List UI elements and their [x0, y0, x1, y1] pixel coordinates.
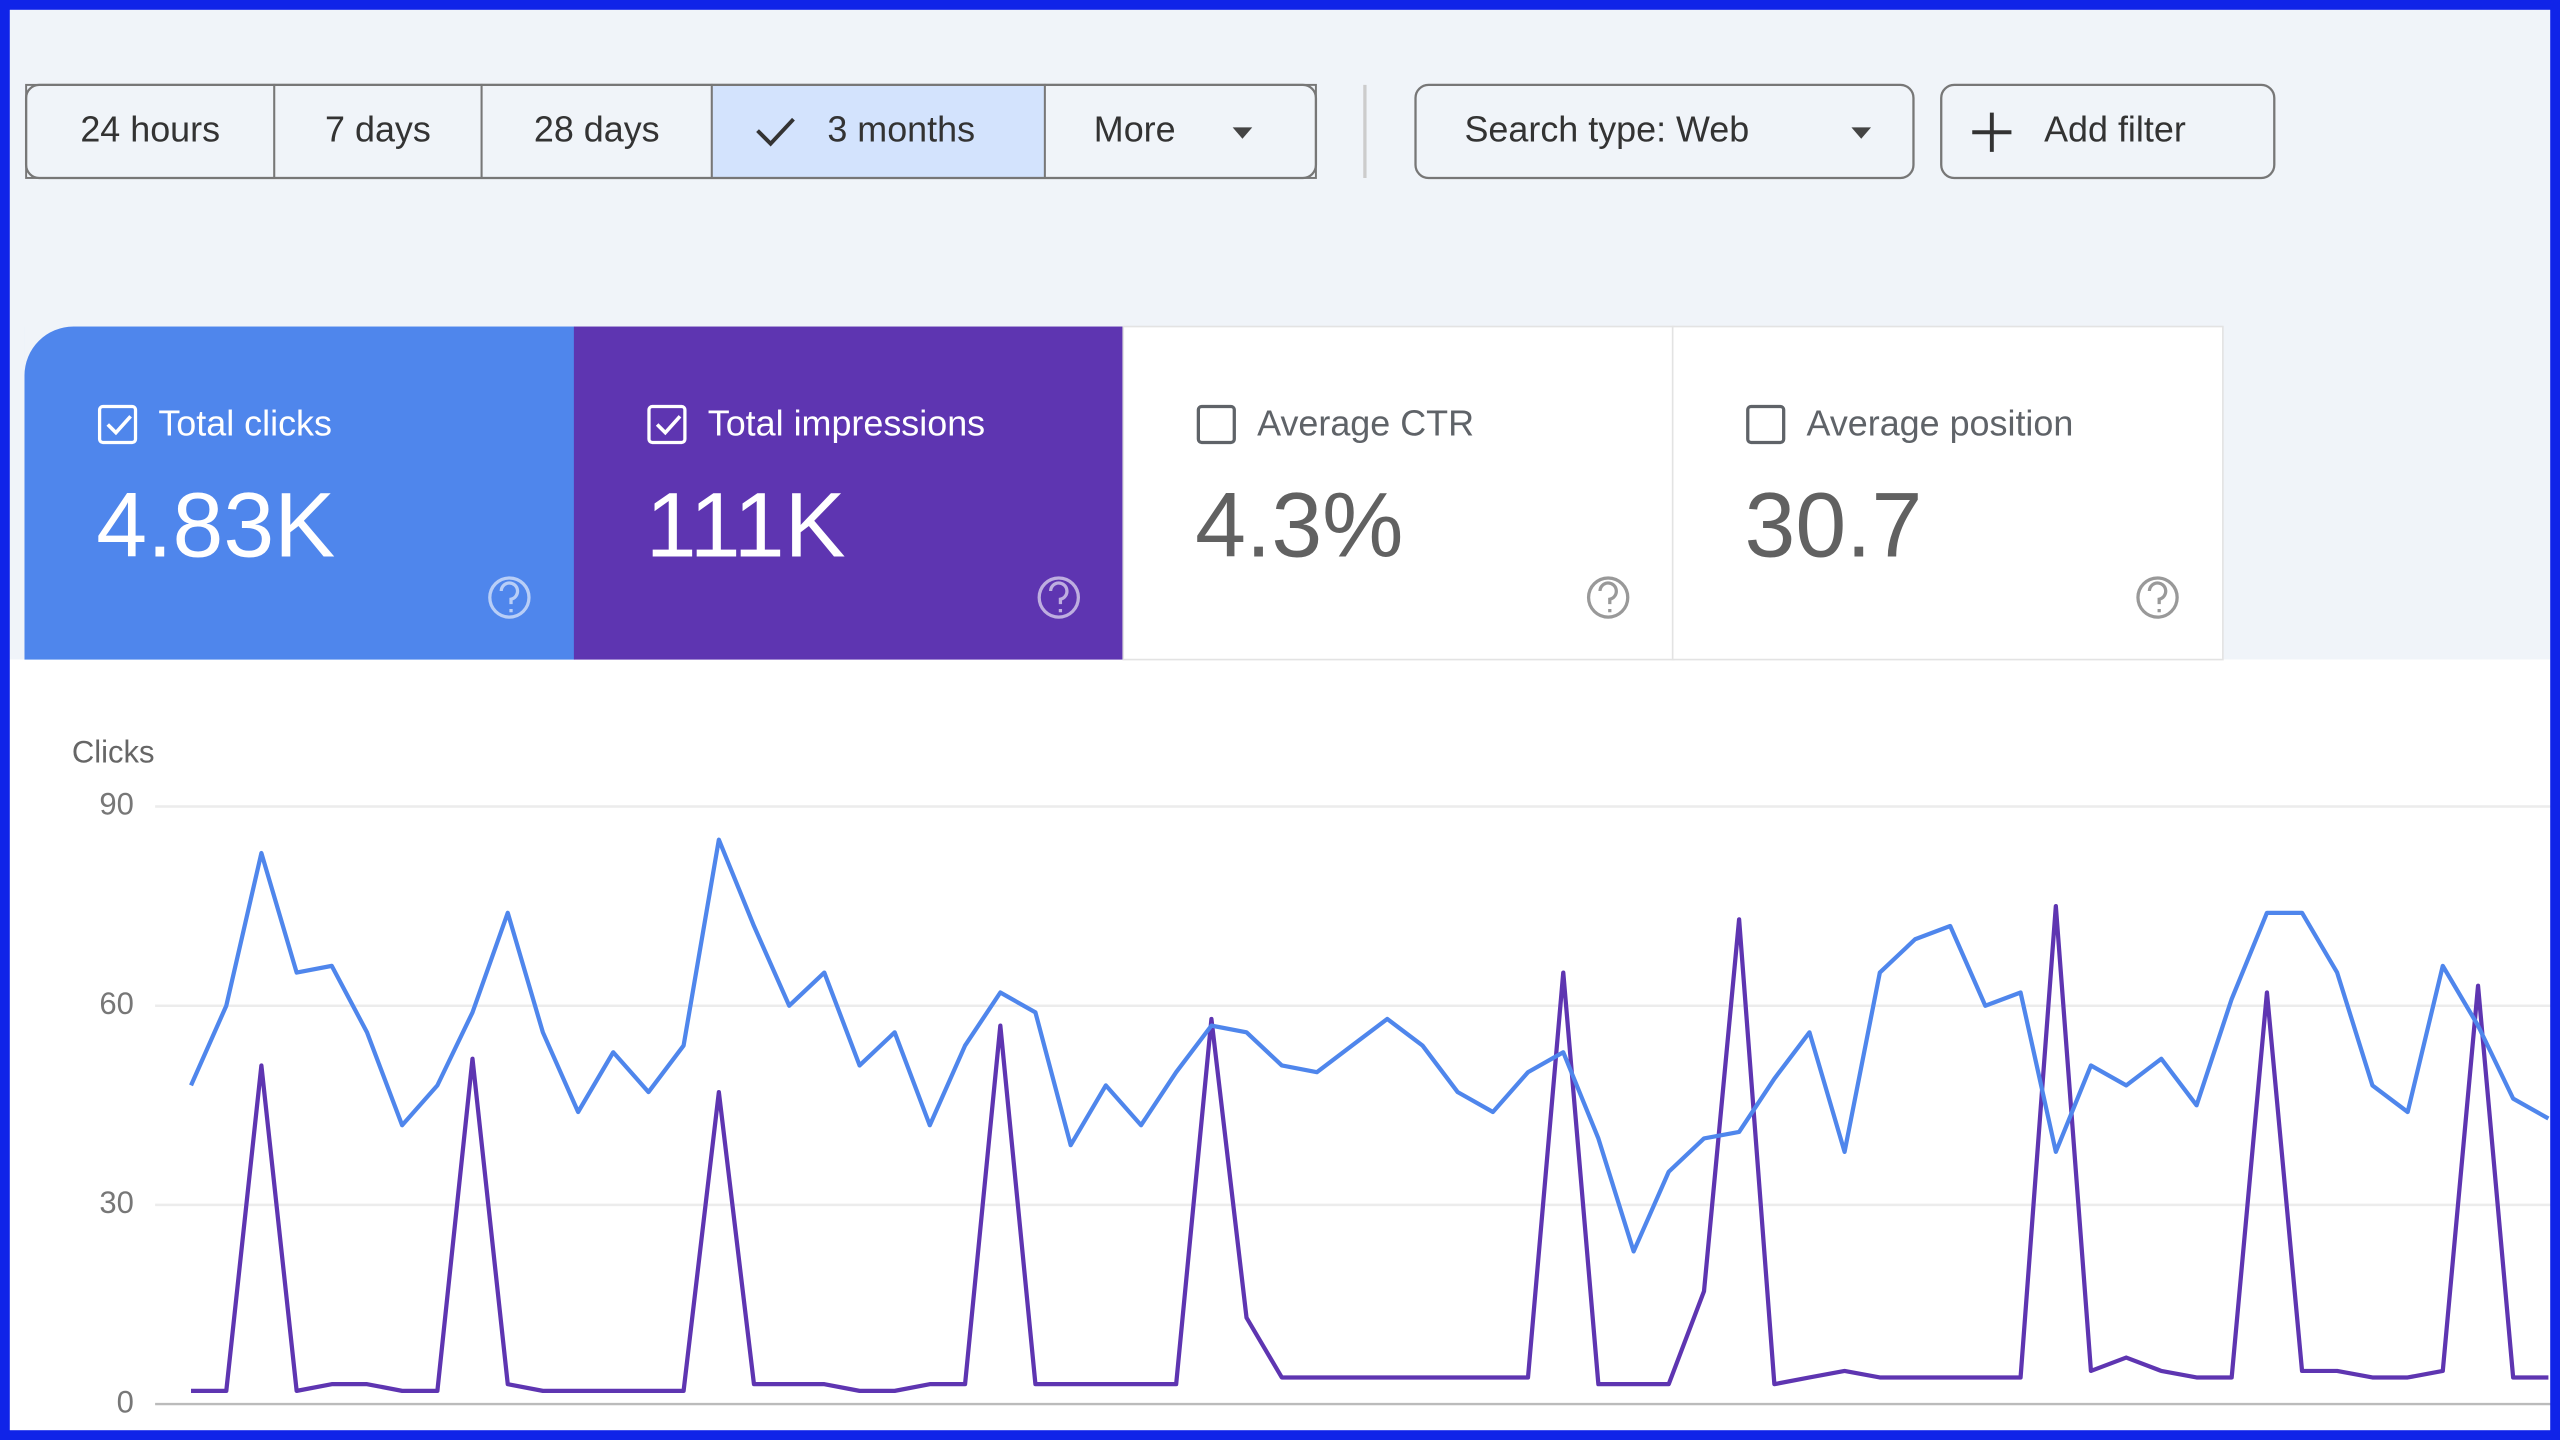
- chart-background: [0, 659, 2560, 1440]
- search-type-label: Search type: Web: [1464, 109, 1749, 150]
- checkbox-check: [106, 415, 132, 436]
- metric-label: Total clicks: [158, 403, 332, 444]
- data-line: [191, 904, 2549, 1393]
- metric-value: 111K: [646, 474, 846, 576]
- dropdown-arrow: [1232, 127, 1253, 139]
- metric-card[interactable]: [573, 326, 1125, 660]
- metric-value: 4.3%: [1195, 474, 1403, 576]
- check-icon: [756, 117, 795, 147]
- checkbox: [647, 404, 687, 445]
- metric-card[interactable]: [1671, 325, 2224, 661]
- y-tick-label: 90: [99, 787, 133, 822]
- date-range-label: 3 months: [827, 109, 975, 150]
- y-tick-label: 30: [99, 1185, 133, 1220]
- checkbox: [1746, 404, 1786, 445]
- metric-value: 4.83K: [96, 474, 335, 576]
- search-type-button[interactable]: [1414, 83, 1915, 180]
- data-line: [189, 837, 2550, 1254]
- help-icon: [488, 576, 531, 619]
- help-icon: [2136, 576, 2179, 619]
- date-range-label: 24 hours: [80, 109, 220, 150]
- y-axis-title: Clicks: [72, 734, 155, 769]
- checkbox: [1196, 404, 1236, 445]
- plus-icon: [1972, 112, 2012, 152]
- help-icon-glyph: [1048, 581, 1069, 613]
- add-filter-button[interactable]: [1940, 83, 2276, 180]
- metric-label: Total impressions: [708, 403, 985, 444]
- checkbox-check: [655, 415, 682, 436]
- metric-label: Average position: [1807, 403, 2074, 444]
- date-range-label: 28 days: [534, 109, 660, 150]
- help-icon: [1037, 576, 1080, 619]
- date-range-button[interactable]: [480, 83, 713, 179]
- date-range-button[interactable]: [25, 83, 276, 179]
- help-icon: [1586, 576, 1630, 619]
- metric-label: Average CTR: [1257, 403, 1474, 444]
- dropdown-arrow: [1851, 127, 1872, 139]
- card-corner: [24, 326, 74, 376]
- help-icon-glyph: [2147, 581, 2168, 613]
- help-icon-glyph: [1598, 581, 1618, 613]
- date-range-label: More: [1094, 109, 1176, 150]
- metric-value: 30.7: [1744, 474, 1922, 576]
- metric-card[interactable]: [24, 326, 575, 660]
- segment-outline: [24, 83, 1318, 180]
- y-tick-label: 0: [117, 1384, 134, 1419]
- help-icon-glyph: [499, 581, 520, 613]
- checkbox: [97, 404, 138, 445]
- date-range-button[interactable]: [1043, 83, 1317, 179]
- metric-card[interactable]: [1122, 325, 1675, 661]
- add-filter-label: Add filter: [2044, 109, 2186, 150]
- date-range-label: 7 days: [325, 109, 431, 150]
- y-tick-label: 60: [99, 986, 133, 1021]
